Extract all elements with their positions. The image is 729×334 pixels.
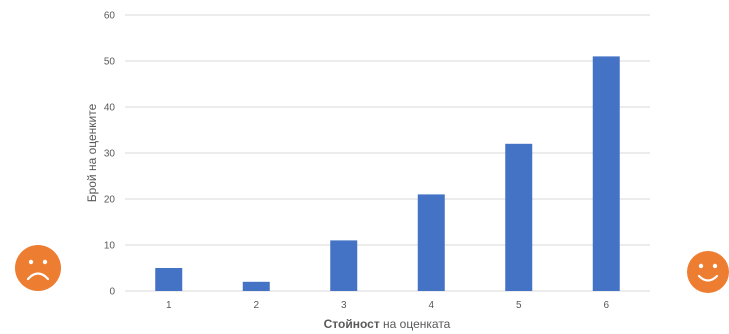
x-tick-label: 2 [253, 300, 259, 311]
x-axis-title: Стойност на оценката [324, 317, 451, 331]
bar [592, 56, 620, 292]
bars [155, 56, 620, 292]
bar [505, 143, 533, 291]
smiley-face-icon [687, 251, 729, 293]
y-axis-ticks: 0 10 20 30 40 50 60 [104, 11, 116, 298]
x-tick-label: 4 [428, 300, 434, 311]
bar [330, 240, 358, 291]
y-axis-title: Брой на оценките [85, 103, 99, 202]
y-tick-label: 30 [104, 149, 116, 160]
y-tick-label: 60 [104, 11, 116, 22]
y-tick-label: 50 [104, 57, 116, 68]
x-tick-label: 5 [516, 300, 522, 311]
y-tick-label: 40 [104, 103, 116, 114]
x-axis-title-bold: Стойност [324, 317, 380, 331]
gridlines [125, 14, 650, 292]
y-tick-label: 0 [109, 287, 115, 298]
bar [242, 281, 270, 291]
sad-face-icon [15, 245, 61, 291]
y-tick-label: 20 [104, 195, 116, 206]
x-tick-label: 6 [603, 300, 609, 311]
y-tick-label: 10 [104, 241, 116, 252]
x-tick-label: 3 [341, 300, 347, 311]
x-axis-title-rest: на оценката [383, 317, 451, 331]
x-tick-label: 1 [166, 300, 172, 311]
bar [417, 194, 445, 291]
x-axis-ticks: 1 2 3 4 5 6 [166, 300, 610, 311]
bar [155, 268, 183, 291]
